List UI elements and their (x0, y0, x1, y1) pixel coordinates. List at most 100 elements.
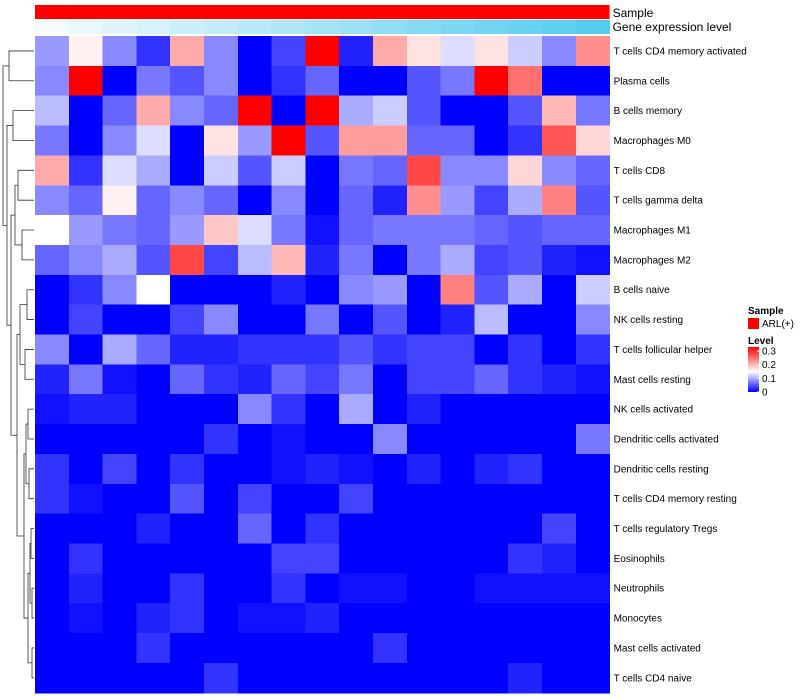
heatmap-cell (339, 65, 374, 97)
heatmap-cell (339, 185, 374, 216)
heatmap-cell (136, 424, 171, 455)
heatmap-cell (170, 334, 205, 365)
heatmap-cell (542, 65, 577, 97)
heatmap-cell (508, 633, 543, 664)
heatmap-cell (508, 453, 543, 485)
row-label: T cells CD4 naive (614, 673, 693, 684)
row-dendrogram (2, 50, 34, 679)
expression-annotation-cell (440, 20, 475, 34)
heatmap-cell (508, 36, 543, 67)
heatmap-cell (373, 603, 408, 634)
heatmap-cell (271, 662, 306, 694)
heatmap-cell (508, 662, 543, 694)
expression-annotation-cell (102, 20, 137, 34)
expression-annotation-cell (170, 20, 205, 34)
expression-annotation-cell (508, 20, 543, 34)
heatmap-cell (305, 364, 340, 395)
heatmap-cell (508, 573, 543, 604)
heatmap-cell (339, 36, 374, 67)
heatmap-cell (305, 274, 340, 306)
heatmap-cell (35, 633, 70, 664)
row-label: Monocytes (614, 614, 662, 625)
heatmap-cell (35, 125, 70, 156)
row-label: T cells CD4 memory activated (614, 46, 747, 57)
dendrogram-branch (6, 125, 13, 326)
heatmap-cell (508, 244, 543, 276)
heatmap-cell (406, 185, 442, 216)
heatmap-cell (35, 36, 70, 67)
heatmap-cell (102, 364, 137, 395)
heatmap-cell (237, 65, 273, 97)
row-label: T cells regulatory Tregs (614, 524, 718, 535)
heatmap-cell (170, 65, 205, 97)
heatmap-cell (339, 155, 374, 186)
heatmap-cell (35, 185, 70, 216)
heatmap-cell (35, 543, 70, 574)
row-label: T cells CD8 (614, 166, 666, 177)
heatmap-cell (474, 65, 509, 97)
heatmap-cell (204, 513, 239, 545)
expression-annotation-cell (271, 20, 306, 34)
row-label: B cells memory (614, 106, 682, 117)
heatmap-cell (102, 215, 137, 246)
dendrogram-branch (19, 304, 27, 365)
heatmap-cell (102, 65, 137, 97)
heatmap-cell (305, 603, 340, 634)
heatmap-cell (474, 215, 509, 246)
heatmap-cell (271, 274, 306, 306)
heatmap-cell (339, 573, 374, 604)
heatmap-cell (373, 573, 408, 604)
row-label: Macrophages M0 (614, 136, 692, 147)
heatmap-cell (373, 633, 408, 664)
heatmap-cell (102, 603, 137, 634)
heatmap-cell (204, 603, 239, 634)
heatmap-cell (102, 155, 137, 186)
dendrogram-branch (28, 468, 34, 500)
heatmap-cell (204, 155, 239, 186)
heatmap-cell (170, 95, 205, 127)
heatmap-cell (305, 543, 340, 574)
legend-level-title: Level (748, 336, 774, 347)
legend-tick-label: 0.2 (762, 360, 776, 371)
heatmap-cell (474, 334, 509, 365)
heatmap-cell (136, 155, 171, 186)
heatmap-cell (406, 394, 442, 425)
heatmap-cell (474, 662, 509, 694)
heatmap-cell (440, 185, 475, 216)
expression-annotation-cell (542, 20, 577, 34)
heatmap-cell (271, 394, 306, 425)
heatmap-cell (271, 334, 306, 365)
heatmap-cell (542, 244, 577, 276)
heatmap-cell (271, 304, 306, 336)
heatmap-cell (542, 36, 577, 67)
heatmap-cell (339, 125, 374, 156)
heatmap-cells (35, 36, 611, 694)
sample-track-label: Sample (613, 6, 654, 20)
heatmap-cell (440, 65, 475, 97)
heatmap-cell (406, 244, 442, 276)
heatmap-cell (237, 603, 273, 634)
heatmap-cell (575, 603, 611, 634)
heatmap-cell (136, 513, 171, 545)
heatmap-cell (440, 662, 475, 694)
heatmap-cell (271, 513, 306, 545)
heatmap-cell (204, 185, 239, 216)
heatmap-cell (339, 334, 374, 365)
heatmap-cell (170, 36, 205, 67)
heatmap-cell (339, 483, 374, 515)
heatmap-cell (136, 274, 171, 306)
heatmap-cell (508, 185, 543, 216)
heatmap-cell (68, 573, 104, 604)
dendrogram-branch (17, 169, 34, 201)
heatmap-cell (102, 304, 137, 336)
heatmap-cell (68, 95, 104, 127)
heatmap-cell (136, 483, 171, 515)
heatmap-cell (474, 483, 509, 515)
heatmap-cell (237, 424, 273, 455)
heatmap-cell (204, 424, 239, 455)
heatmap-cell (237, 364, 273, 395)
heatmap-cell (406, 364, 442, 395)
heatmap-cell (271, 95, 306, 127)
heatmap-cell (542, 304, 577, 336)
